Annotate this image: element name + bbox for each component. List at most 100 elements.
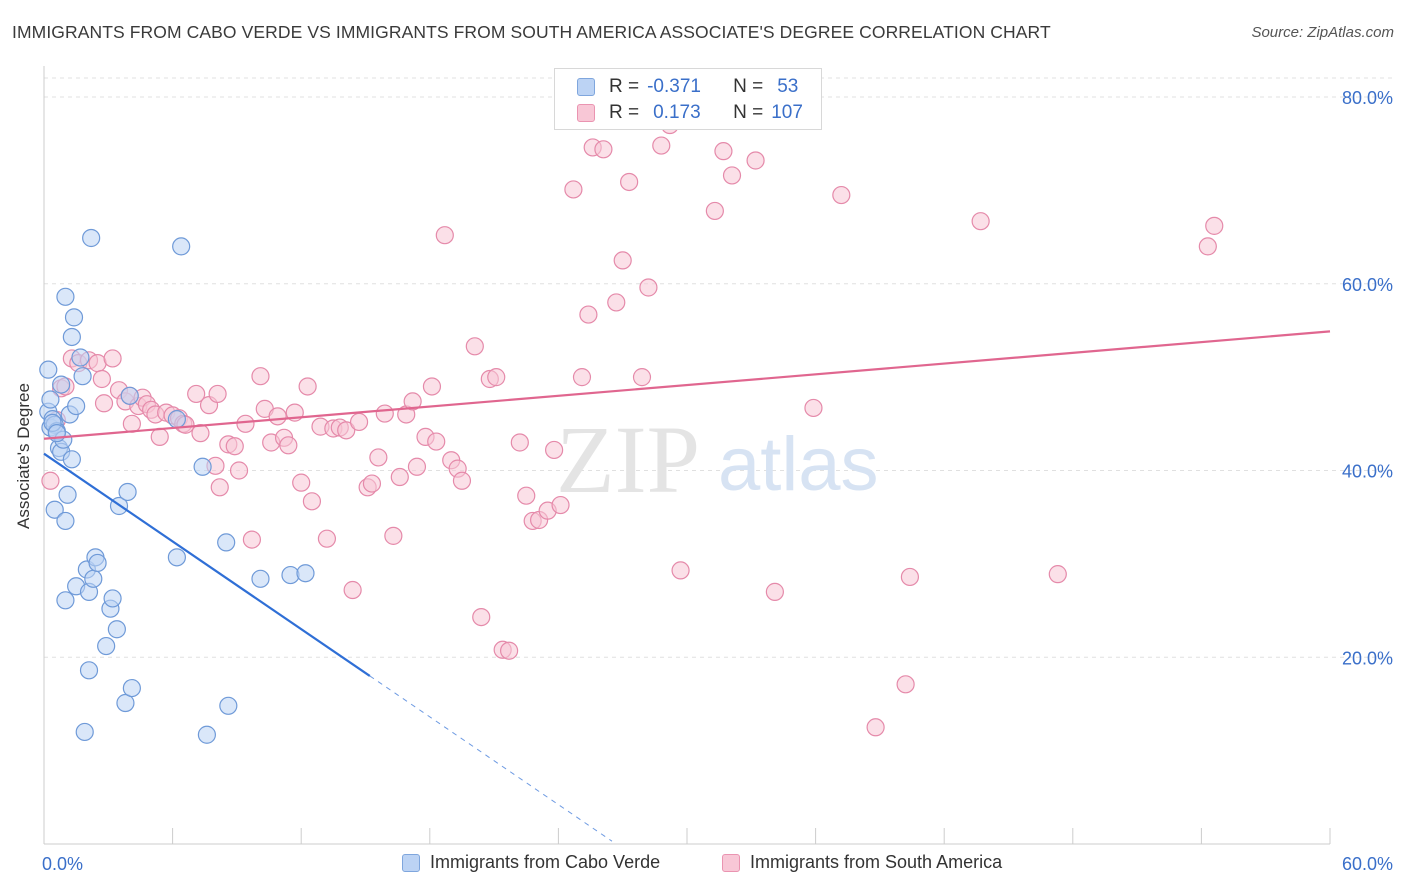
- point-cabo-verde: [79, 661, 99, 680]
- point-south-america: [343, 580, 362, 600]
- grid-lines: [44, 77, 1392, 658]
- point-south-america: [384, 526, 403, 545]
- point-south-america: [251, 367, 270, 386]
- point-south-america: [1198, 237, 1217, 256]
- point-south-america: [236, 414, 255, 433]
- point-cabo-verde: [67, 396, 86, 416]
- point-cabo-verde: [52, 375, 71, 394]
- point-cabo-verde: [82, 228, 101, 248]
- point-south-america: [572, 368, 592, 387]
- point-cabo-verde: [217, 533, 236, 552]
- point-cabo-verde: [84, 569, 103, 588]
- stats-n-label: N =: [733, 102, 764, 123]
- trend-line-cabo-verde: [43, 452, 371, 677]
- point-cabo-verde: [58, 485, 77, 504]
- watermark-atlas: atlas: [718, 422, 879, 507]
- point-south-america: [705, 201, 724, 221]
- point-cabo-verde: [73, 367, 92, 386]
- stats-swatch-pink: [577, 104, 595, 122]
- point-cabo-verde: [167, 548, 186, 567]
- point-cabo-verde: [41, 390, 60, 409]
- point-south-america: [971, 212, 990, 231]
- point-cabo-verde: [39, 360, 58, 379]
- point-south-america: [579, 305, 598, 324]
- watermark-zip: ZIP: [556, 406, 700, 513]
- point-cabo-verde: [120, 386, 139, 405]
- point-cabo-verde: [64, 308, 84, 327]
- point-south-america: [632, 368, 652, 387]
- stats-row-south-america: R = 0.173 N = 107: [577, 100, 803, 126]
- legend-swatch-blue: [402, 853, 420, 872]
- stats-swatch-blue: [577, 78, 595, 96]
- x-tick-label: 0.0%: [42, 854, 83, 874]
- point-south-america: [292, 473, 311, 492]
- point-south-america: [268, 407, 287, 426]
- trend-lines: [43, 330, 1331, 842]
- stats-n-value: 53: [777, 76, 799, 97]
- point-south-america: [1048, 565, 1067, 584]
- point-cabo-verde: [56, 591, 75, 610]
- point-south-america: [832, 185, 851, 205]
- point-south-america: [88, 354, 107, 373]
- point-south-america: [652, 136, 671, 155]
- point-cabo-verde: [107, 620, 126, 639]
- tick-labels: 20.0% 40.0% 60.0% 80.0% 0.0% 60.0%: [42, 88, 1393, 874]
- point-south-america: [1205, 216, 1224, 235]
- point-south-america: [452, 471, 472, 490]
- y-tick-label: 40.0%: [1342, 462, 1393, 482]
- point-south-america: [639, 278, 658, 297]
- chart-title: IMMIGRANTS FROM CABO VERDE VS IMMIGRANTS…: [12, 22, 1051, 42]
- point-south-america: [317, 529, 337, 548]
- point-south-america: [714, 142, 733, 161]
- point-south-america: [210, 478, 229, 497]
- point-south-america: [746, 151, 765, 170]
- legend-item-cabo-verde[interactable]: Immigrants from Cabo Verde: [402, 852, 660, 873]
- point-south-america: [337, 421, 356, 440]
- stats-r-value: -0.371: [647, 76, 701, 97]
- point-cabo-verde: [97, 636, 116, 656]
- point-south-america: [465, 337, 484, 356]
- point-south-america: [545, 440, 564, 460]
- point-cabo-verde: [56, 511, 75, 531]
- stats-box: R = -0.371 N = 53 R = 0.173 N = 107: [554, 68, 822, 130]
- source-credit: Source: ZipAtlas.com: [1251, 24, 1394, 41]
- point-south-america: [517, 486, 536, 505]
- point-south-america: [427, 432, 446, 451]
- series-cabo-verde: [39, 228, 315, 744]
- point-south-america: [422, 377, 442, 396]
- point-south-america: [225, 437, 244, 456]
- point-south-america: [362, 474, 382, 493]
- point-south-america: [229, 461, 249, 480]
- point-south-america: [403, 392, 422, 411]
- point-south-america: [564, 180, 583, 199]
- point-south-america: [407, 457, 427, 476]
- legend-item-south-america[interactable]: Immigrants from South America: [722, 852, 1002, 873]
- point-south-america: [594, 140, 613, 159]
- legend-label: Immigrants from South America: [750, 852, 1003, 872]
- point-south-america: [866, 718, 885, 737]
- point-south-america: [369, 448, 388, 467]
- point-south-america: [92, 369, 111, 389]
- point-cabo-verde: [116, 693, 135, 713]
- point-cabo-verde: [56, 287, 75, 306]
- point-cabo-verde: [62, 327, 81, 347]
- point-south-america: [349, 412, 369, 432]
- point-south-america: [487, 368, 506, 387]
- point-cabo-verde: [251, 569, 270, 588]
- point-south-america: [375, 404, 394, 423]
- point-south-america: [472, 607, 491, 627]
- point-cabo-verde: [75, 722, 94, 742]
- y-tick-label: 20.0%: [1342, 648, 1393, 668]
- point-south-america: [122, 414, 141, 433]
- point-cabo-verde: [103, 589, 122, 608]
- legend-swatch-pink: [722, 853, 740, 872]
- point-cabo-verde: [197, 725, 216, 744]
- point-south-america: [722, 166, 742, 185]
- stats-n-label: N =: [733, 76, 764, 97]
- stats-row-cabo-verde: R = -0.371 N = 53: [577, 74, 798, 100]
- point-cabo-verde: [122, 678, 141, 698]
- point-cabo-verde: [281, 565, 300, 585]
- trend-line-south-america: [43, 330, 1331, 440]
- point-cabo-verde: [45, 500, 64, 519]
- point-south-america: [551, 495, 570, 515]
